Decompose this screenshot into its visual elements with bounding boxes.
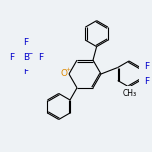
Text: F: F (144, 77, 149, 86)
Text: F: F (38, 52, 43, 62)
Text: B: B (23, 52, 29, 62)
Text: F: F (9, 52, 14, 62)
Text: −: − (27, 50, 33, 55)
Text: F: F (23, 67, 29, 76)
Text: F: F (23, 38, 29, 47)
Text: CH₃: CH₃ (123, 90, 137, 98)
Text: O: O (60, 69, 67, 78)
Text: +: + (65, 67, 70, 72)
Text: F: F (144, 62, 149, 71)
